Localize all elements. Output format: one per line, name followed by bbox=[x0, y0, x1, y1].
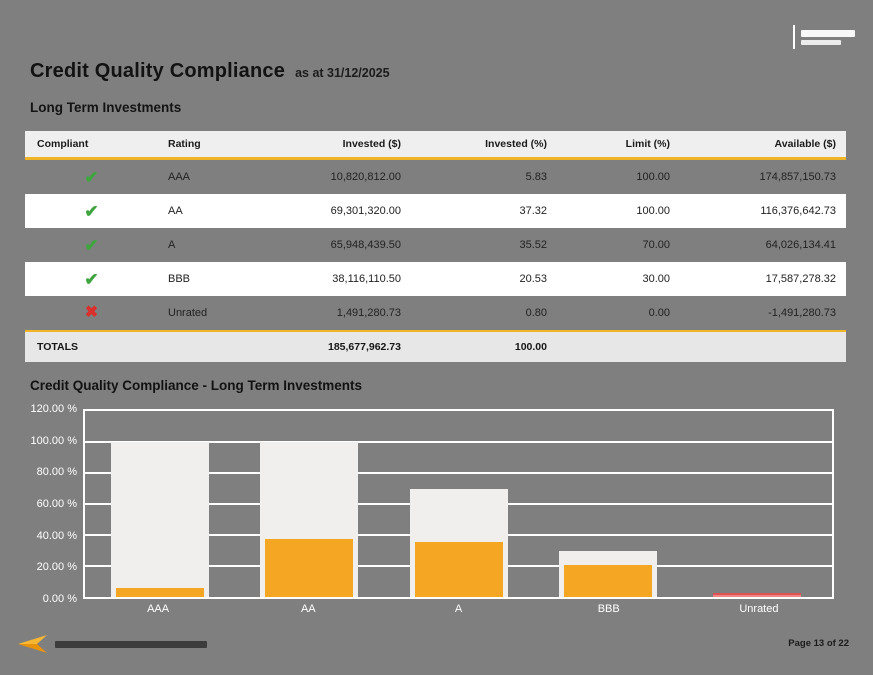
available-cell: 174,857,150.73 bbox=[759, 171, 836, 183]
table-row: ✔ AAA 10,820,812.00 5.83 100.00 174,857,150.7… bbox=[25, 160, 846, 194]
col-header-invested-dollars: Invested ($) bbox=[342, 138, 401, 150]
chart-plot-area bbox=[83, 409, 834, 599]
non-compliant-x-icon: ✖ bbox=[84, 304, 99, 321]
available-cell: 17,587,278.32 bbox=[765, 273, 836, 285]
invested-bar-a bbox=[414, 541, 503, 597]
rating-cell: AAA bbox=[168, 171, 191, 183]
compliant-check-icon: ✔ bbox=[84, 167, 99, 187]
compliant-cell: ✔ bbox=[25, 203, 156, 220]
invested-bar-aa bbox=[265, 539, 354, 597]
invested-cell: 38,116,110.50 bbox=[332, 273, 401, 285]
y-axis-tick: 0.00 % bbox=[42, 593, 77, 605]
chart-bars bbox=[85, 411, 832, 597]
brand-logo-text-line1 bbox=[801, 29, 855, 37]
rating-cell: AA bbox=[168, 205, 183, 217]
invested-pct-cell: 20.53 bbox=[519, 273, 547, 285]
compliant-check-icon: ✔ bbox=[84, 201, 99, 221]
limit-pct-cell: 30.00 bbox=[642, 273, 670, 285]
bar-slot-aa bbox=[234, 411, 383, 597]
invested-bar-unrated bbox=[713, 593, 802, 597]
limit-pct-cell: 100.00 bbox=[636, 205, 670, 217]
invested-cell: 10,820,812.00 bbox=[330, 171, 401, 183]
limit-pct-cell: 100.00 bbox=[636, 171, 670, 183]
table-row: ✔ BBB 38,116,110.50 20.53 30.00 17,587,278.32 bbox=[25, 262, 846, 296]
invested-bar-aaa bbox=[115, 587, 204, 597]
compliant-check-icon: ✔ bbox=[84, 235, 99, 255]
page-title: Credit Quality Compliance bbox=[30, 60, 286, 82]
chart-y-axis: 120.00 % 100.00 % 80.00 % 60.00 % 40.00 % 20.… bbox=[25, 403, 83, 605]
limit-bar-aaa bbox=[110, 442, 209, 597]
y-axis-tick: 80.00 % bbox=[36, 466, 77, 479]
gridline bbox=[85, 440, 832, 443]
brand-logo-text-line2 bbox=[801, 39, 841, 45]
totals-row: TOTALS 185,677,962.73 100.00 bbox=[25, 330, 846, 362]
table-body: ✔ AAA 10,820,812.00 5.83 100.00 174,857,150.7… bbox=[25, 160, 846, 330]
rating-cell: Unrated bbox=[168, 307, 208, 319]
col-header-invested-pct: Invested (%) bbox=[485, 138, 547, 150]
table-row: ✔ A 65,948,439.50 35.52 70.00 64,026,134.41 bbox=[25, 228, 846, 262]
available-cell: -1,491,280.73 bbox=[768, 307, 836, 319]
rating-cell: A bbox=[168, 239, 176, 251]
col-header-available-dollars: Available ($) bbox=[774, 138, 836, 150]
x-axis-label-aa: AA bbox=[300, 603, 316, 615]
invested-bar-bbb bbox=[563, 565, 652, 597]
brand-logo-bar bbox=[793, 25, 795, 49]
table-row: ✔ AA 69,301,320.00 37.32 100.00 116,376,642.7… bbox=[25, 194, 846, 228]
col-header-compliant: Compliant bbox=[37, 138, 89, 150]
col-header-rating: Rating bbox=[168, 138, 201, 150]
footer-logo-text bbox=[55, 640, 207, 648]
page-number: Page 13 of 22 bbox=[788, 638, 849, 649]
invested-pct-cell: 37.32 bbox=[519, 205, 547, 217]
limit-pct-cell: 70.00 bbox=[642, 239, 670, 251]
header-brand-logo bbox=[793, 25, 855, 49]
company-arrow-icon bbox=[18, 635, 47, 653]
table-header-row: Compliant Rating Invested ($) Invested (… bbox=[25, 131, 846, 160]
available-cell: 64,026,134.41 bbox=[765, 239, 836, 251]
rating-cell: BBB bbox=[168, 273, 191, 285]
x-axis-label-unrated: Unrated bbox=[739, 603, 779, 615]
compliance-table: Compliant Rating Invested ($) Invested (… bbox=[25, 131, 846, 362]
totals-label: TOTALS bbox=[37, 341, 79, 353]
y-axis-tick: 40.00 % bbox=[36, 529, 77, 542]
brand-logo-text bbox=[801, 29, 855, 45]
col-header-limit-pct: Limit (%) bbox=[625, 138, 670, 150]
y-axis-tick: 100.00 % bbox=[30, 434, 77, 447]
compliant-cell: ✔ bbox=[25, 237, 156, 254]
invested-pct-cell: 0.80 bbox=[525, 307, 547, 319]
title-row: Credit Quality Compliance as at 31/12/20… bbox=[30, 60, 390, 83]
invested-cell: 1,491,280.73 bbox=[336, 307, 401, 319]
invested-pct-cell: 35.52 bbox=[519, 239, 547, 251]
table-row: ✖ Unrated 1,491,280.73 0.80 0.00 -1,491,280.7… bbox=[25, 296, 846, 330]
x-axis-label-bbb: BBB bbox=[597, 603, 620, 615]
compliant-check-icon: ✔ bbox=[84, 269, 99, 289]
bar-slot-bbb bbox=[533, 411, 682, 597]
y-axis-tick: 60.00 % bbox=[36, 498, 77, 510]
invested-cell: 69,301,320.00 bbox=[330, 205, 401, 217]
section-title: Long Term Investments bbox=[30, 100, 182, 115]
chart-x-axis: AAA AA A BBB Unrated bbox=[83, 599, 834, 615]
compliant-cell: ✔ bbox=[25, 271, 156, 288]
compliant-cell: ✖ bbox=[25, 305, 156, 321]
y-axis-tick: 20.00 % bbox=[36, 561, 77, 574]
bar-slot-unrated bbox=[683, 411, 832, 597]
totals-invested: 185,677,962.73 bbox=[328, 341, 401, 353]
x-axis-label-aaa: AAA bbox=[147, 603, 170, 615]
invested-cell: 65,948,439.50 bbox=[330, 239, 401, 251]
bar-slot-a bbox=[384, 411, 533, 597]
invested-pct-cell: 5.83 bbox=[525, 171, 547, 183]
y-axis-tick: 120.00 % bbox=[30, 403, 77, 415]
gridline bbox=[85, 471, 832, 474]
x-axis-label-a: A bbox=[454, 603, 463, 615]
compliant-cell: ✔ bbox=[25, 169, 156, 186]
available-cell: 116,376,642.73 bbox=[760, 205, 836, 217]
totals-invested-pct: 100.00 bbox=[514, 341, 547, 353]
as-at-date: as at 31/12/2025 bbox=[295, 66, 390, 80]
bar-chart: 120.00 % 100.00 % 80.00 % 60.00 % 40.00 % 20.… bbox=[25, 403, 834, 615]
bar-slot-aaa bbox=[85, 411, 234, 597]
footer-logo bbox=[18, 635, 207, 653]
limit-pct-cell: 0.00 bbox=[648, 307, 670, 319]
chart-title: Credit Quality Compliance - Long Term In… bbox=[30, 378, 363, 393]
